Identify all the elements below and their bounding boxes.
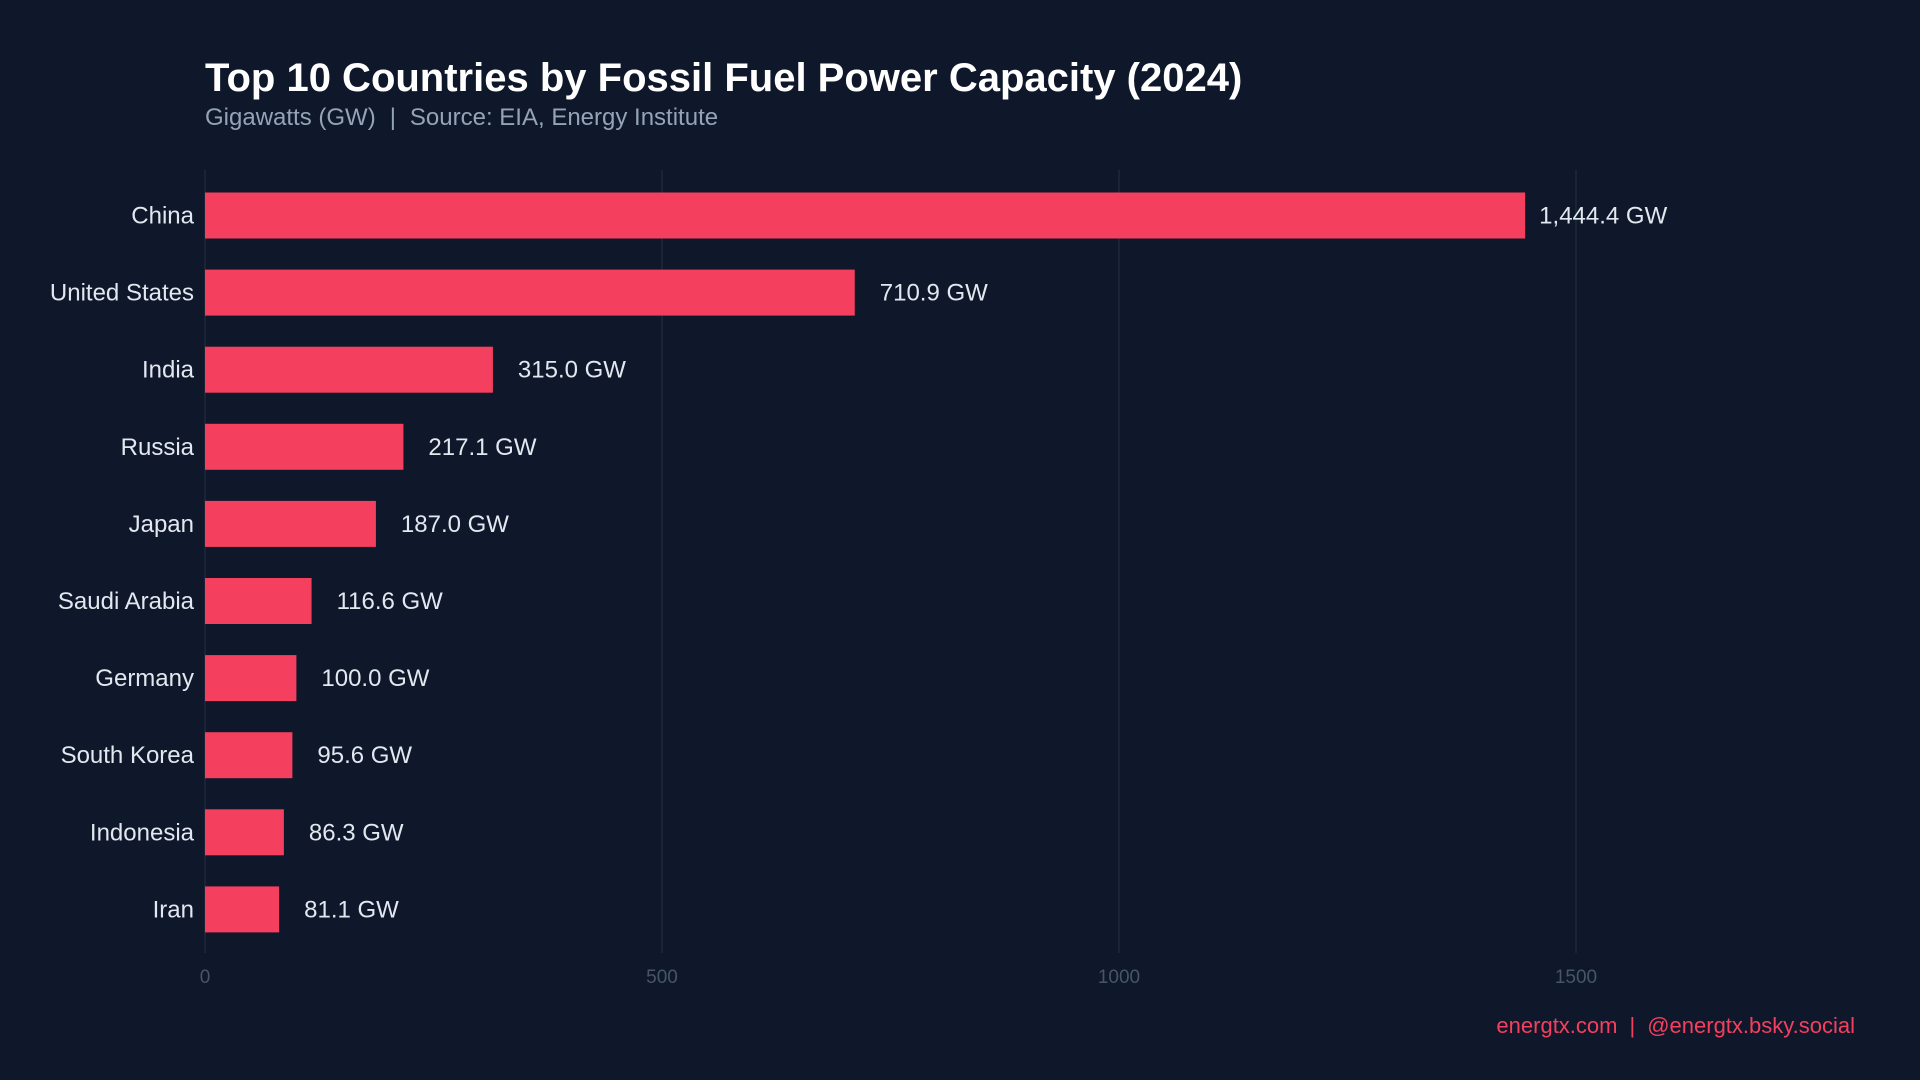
data-label: 100.0 GW bbox=[321, 665, 429, 692]
subtitle-source: Source: EIA, Energy Institute bbox=[409, 104, 719, 131]
bar bbox=[205, 269, 855, 316]
x-tick-label: 1500 bbox=[1555, 967, 1597, 988]
footer-site: energtx.com bbox=[1496, 1013, 1618, 1038]
bar bbox=[205, 809, 284, 856]
category-label: China bbox=[131, 203, 194, 230]
category-label: Russia bbox=[121, 434, 195, 461]
data-label: 95.6 GW bbox=[317, 742, 412, 769]
data-label: 315.0 GW bbox=[518, 357, 626, 384]
footer-separator: | bbox=[1629, 1013, 1636, 1038]
data-label: 81.1 GW bbox=[304, 896, 399, 923]
data-label: 187.0 GW bbox=[401, 511, 509, 538]
category-label: Japan bbox=[129, 511, 194, 538]
footer-credits: energtx.com | @energtx.bsky.social bbox=[1496, 1013, 1855, 1039]
category-label: United States bbox=[50, 280, 194, 307]
data-label: 116.6 GW bbox=[337, 588, 444, 615]
bar bbox=[205, 192, 1526, 239]
category-label: Indonesia bbox=[90, 819, 195, 846]
data-label: 710.9 GW bbox=[880, 280, 988, 307]
bar bbox=[205, 886, 280, 933]
x-tick-label: 500 bbox=[646, 967, 678, 988]
category-label: India bbox=[142, 357, 195, 384]
category-label: South Korea bbox=[61, 742, 195, 769]
data-label: 86.3 GW bbox=[309, 819, 404, 846]
category-label: Germany bbox=[95, 665, 194, 692]
chart-subtitle: Gigawatts (GW) | Source: EIA, Energy Insti… bbox=[205, 104, 718, 132]
footer-social: @energtx.bsky.social bbox=[1647, 1013, 1855, 1038]
data-label: 1,444.4 GW bbox=[1539, 203, 1667, 230]
bar bbox=[205, 655, 297, 702]
x-tick-label: 0 bbox=[200, 967, 211, 988]
subtitle-separator: | bbox=[389, 104, 396, 131]
x-tick-label: 1000 bbox=[1098, 967, 1140, 988]
subtitle-unit: Gigawatts (GW) bbox=[205, 104, 376, 131]
bar bbox=[205, 423, 404, 470]
category-label: Iran bbox=[153, 896, 194, 923]
bar bbox=[205, 732, 293, 779]
bar bbox=[205, 578, 312, 624]
chart-title: Top 10 Countries by Fossil Fuel Power Ca… bbox=[205, 56, 1243, 100]
bar bbox=[205, 346, 493, 393]
bar bbox=[205, 500, 376, 547]
data-label: 217.1 GW bbox=[428, 434, 536, 461]
category-label: Saudi Arabia bbox=[58, 588, 195, 615]
